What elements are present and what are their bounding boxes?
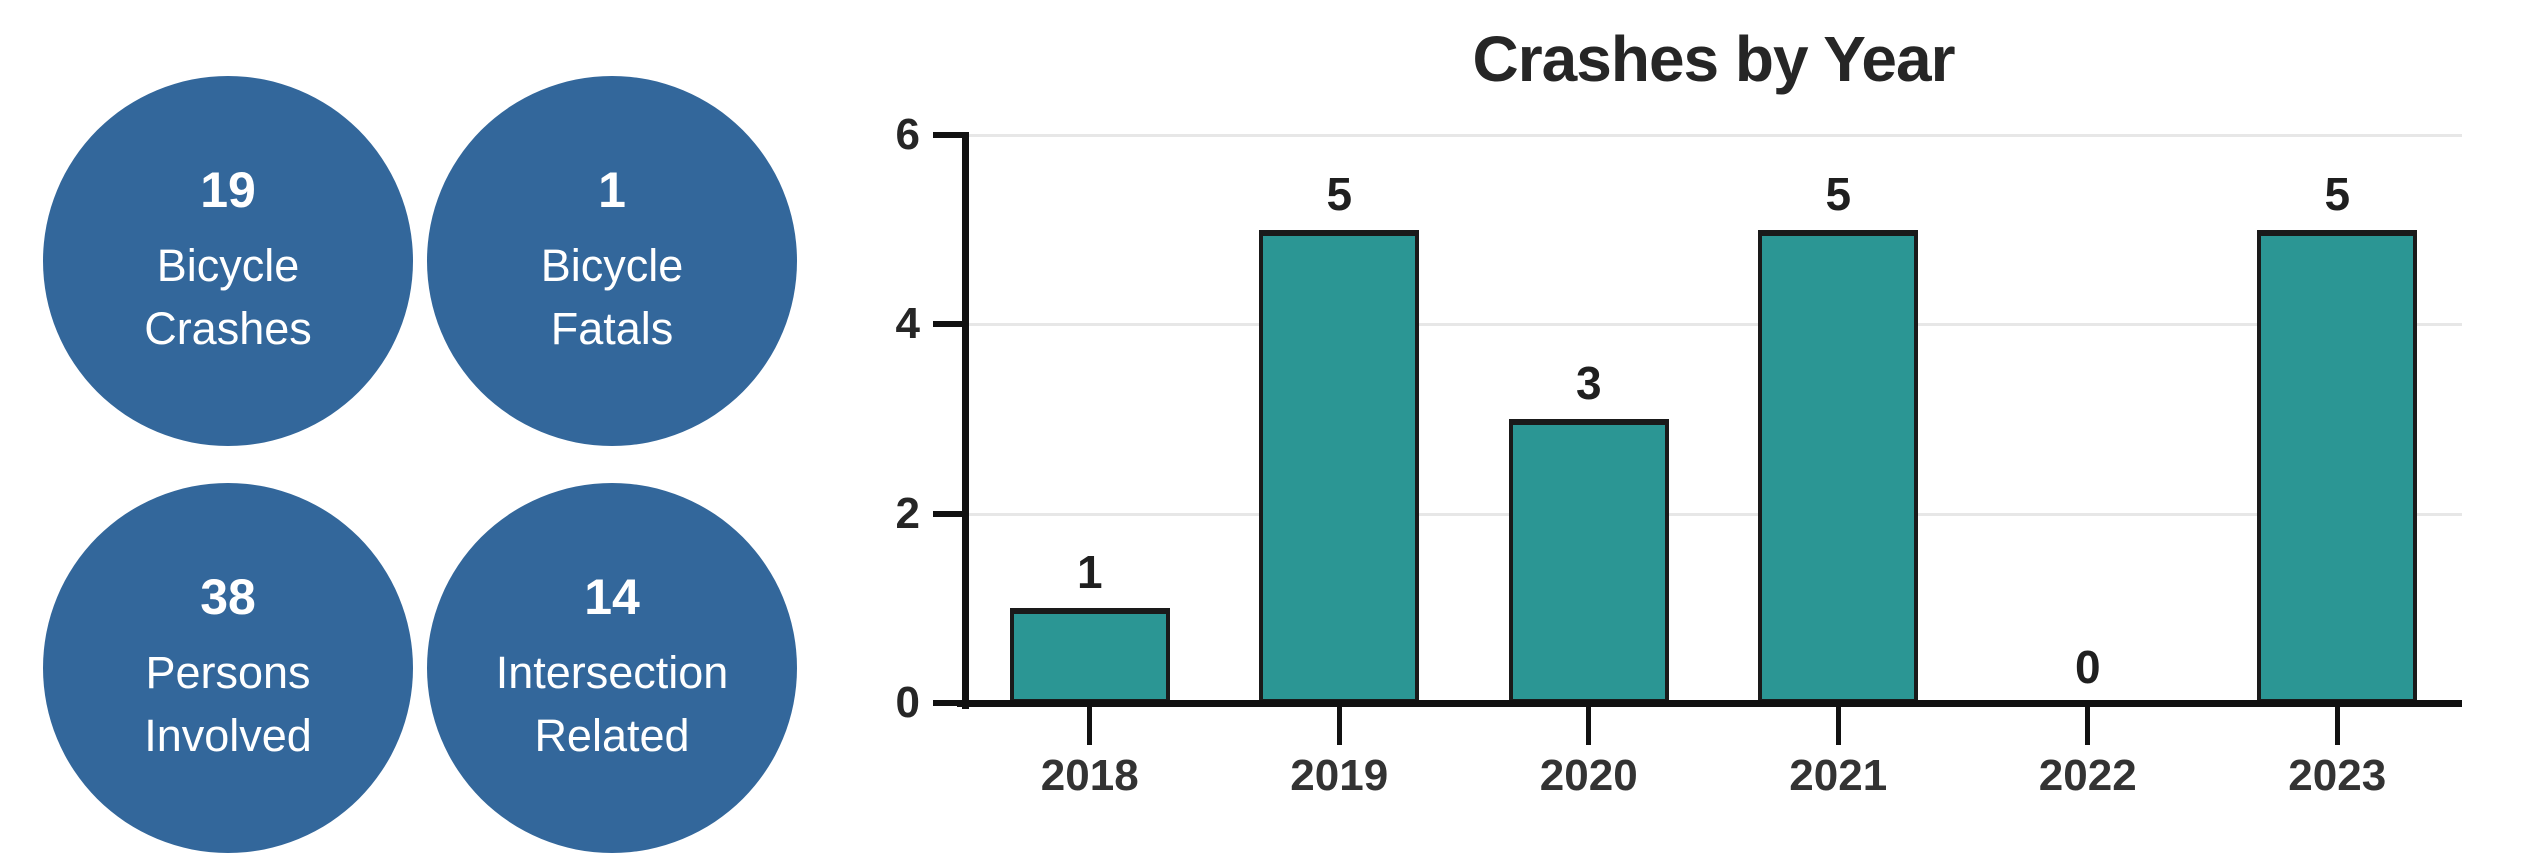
stat-value: 14 bbox=[584, 569, 640, 626]
chart-title: Crashes by Year bbox=[1472, 23, 1956, 95]
bar-value-label-2020: 3 bbox=[1575, 357, 1602, 409]
y-tick-label-2: 2 bbox=[895, 488, 920, 538]
bar-2018 bbox=[1009, 608, 1170, 703]
y-tick-2 bbox=[933, 510, 965, 517]
x-axis-label-2022: 2022 bbox=[2038, 751, 2137, 800]
stat-circle-intersection-related: 14 Intersection Related bbox=[427, 483, 797, 853]
y-axis-line bbox=[962, 132, 969, 709]
bar-2021 bbox=[1758, 229, 1919, 703]
bar-value-label-2018: 1 bbox=[1076, 546, 1103, 599]
stat-label: Persons Involved bbox=[144, 646, 312, 761]
x-tick-2019 bbox=[1336, 700, 1342, 745]
stat-label: Bicycle Fatals bbox=[540, 239, 684, 354]
x-axis-label-2023: 2023 bbox=[2288, 751, 2387, 800]
bar-value-label-2019: 5 bbox=[1326, 167, 1353, 220]
stat-value: 38 bbox=[200, 569, 256, 626]
stat-value: 19 bbox=[200, 162, 256, 219]
x-tick-2021 bbox=[1835, 700, 1841, 745]
bar-value-label-2021: 5 bbox=[1825, 167, 1852, 220]
x-axis-label-2019: 2019 bbox=[1290, 751, 1389, 800]
y-tick-6 bbox=[933, 132, 965, 138]
x-axis-label-2020: 2020 bbox=[1539, 751, 1638, 800]
x-tick-2020 bbox=[1586, 700, 1592, 745]
x-tick-2023 bbox=[2334, 700, 2340, 745]
x-axis-label-2018: 2018 bbox=[1040, 751, 1139, 800]
y-tick-0 bbox=[933, 700, 965, 706]
bar-2019 bbox=[1259, 229, 1420, 703]
stat-circle-bicycle-fatals: 1 Bicycle Fatals bbox=[427, 76, 797, 446]
y-tick-label-6: 6 bbox=[895, 110, 920, 159]
gridline-6 bbox=[965, 134, 2462, 137]
stat-value: 1 bbox=[598, 162, 626, 219]
x-axis-line bbox=[957, 700, 2462, 707]
gridline-4 bbox=[965, 323, 2462, 327]
bar-2020 bbox=[1508, 419, 1669, 703]
stat-circle-persons-involved: 38 Persons Involved bbox=[43, 483, 413, 853]
bar-2023 bbox=[2257, 229, 2418, 703]
y-tick-label-4: 4 bbox=[895, 299, 920, 349]
y-tick-label-0: 0 bbox=[895, 678, 920, 727]
bar-value-label-2022: 0 bbox=[2074, 641, 2101, 693]
gridline-2 bbox=[965, 512, 2462, 516]
stat-label: Intersection Related bbox=[495, 646, 729, 761]
x-axis-label-2021: 2021 bbox=[1789, 751, 1888, 800]
bar-value-label-2023: 5 bbox=[2324, 167, 2351, 220]
y-tick-4 bbox=[933, 321, 965, 328]
stat-circle-bicycle-crashes: 19 Bicycle Crashes bbox=[43, 76, 413, 446]
x-tick-2018 bbox=[1087, 700, 1093, 745]
x-tick-2022 bbox=[2085, 700, 2091, 745]
stat-label: Bicycle Crashes bbox=[144, 239, 312, 354]
